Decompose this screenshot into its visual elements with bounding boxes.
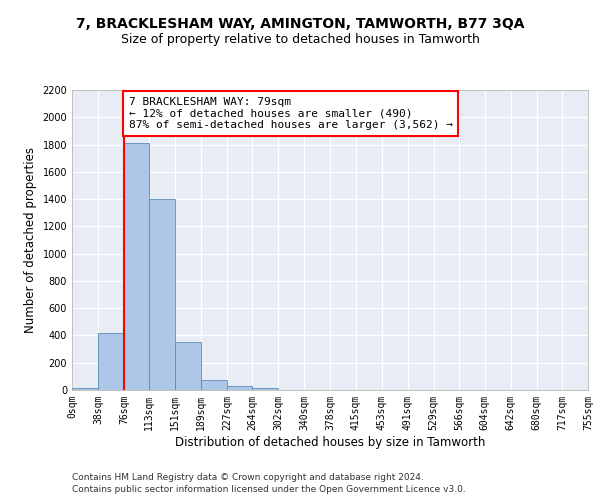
Bar xyxy=(201,380,227,390)
Text: 7 BRACKLESHAM WAY: 79sqm
← 12% of detached houses are smaller (490)
87% of semi-: 7 BRACKLESHAM WAY: 79sqm ← 12% of detach… xyxy=(129,97,453,130)
Bar xyxy=(98,332,124,390)
Y-axis label: Number of detached properties: Number of detached properties xyxy=(24,147,37,333)
Text: Contains HM Land Registry data © Crown copyright and database right 2024.: Contains HM Land Registry data © Crown c… xyxy=(72,474,424,482)
Text: Contains public sector information licensed under the Open Government Licence v3: Contains public sector information licen… xyxy=(72,485,466,494)
Text: 7, BRACKLESHAM WAY, AMINGTON, TAMWORTH, B77 3QA: 7, BRACKLESHAM WAY, AMINGTON, TAMWORTH, … xyxy=(76,18,524,32)
X-axis label: Distribution of detached houses by size in Tamworth: Distribution of detached houses by size … xyxy=(175,436,485,448)
Bar xyxy=(227,386,253,390)
Bar xyxy=(72,388,98,390)
Bar xyxy=(124,143,149,390)
Bar xyxy=(175,342,201,390)
Bar xyxy=(253,388,278,390)
Bar xyxy=(149,199,175,390)
Text: Size of property relative to detached houses in Tamworth: Size of property relative to detached ho… xyxy=(121,32,479,46)
